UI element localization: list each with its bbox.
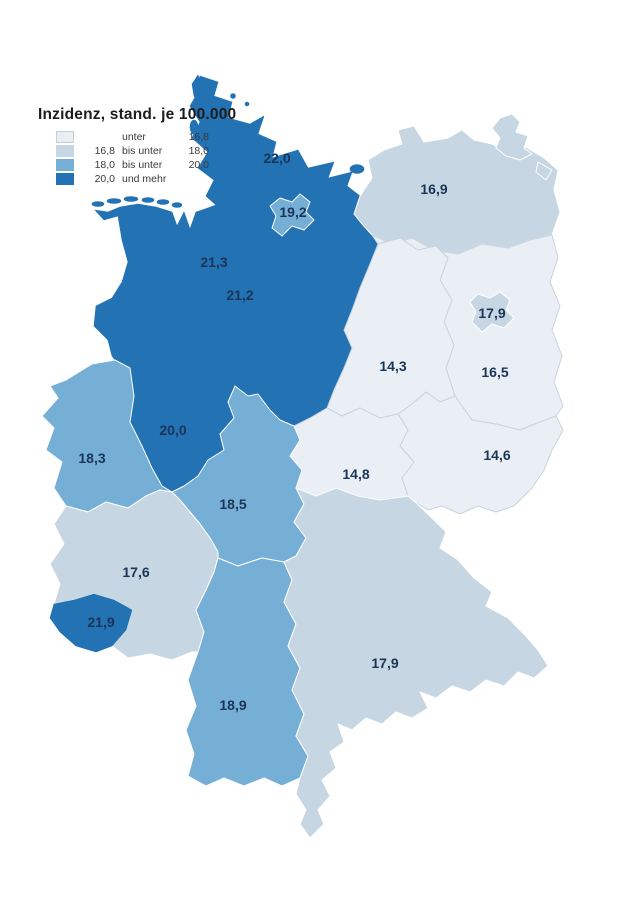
legend-swatch-under bbox=[56, 131, 74, 143]
legend-row-class-1: unter 16,8 bbox=[56, 131, 209, 143]
island-usedom bbox=[535, 161, 553, 181]
legend-title: Inzidenz, stand. je 100.000 bbox=[38, 106, 237, 123]
island-fehmarn bbox=[349, 164, 365, 174]
island-norderney bbox=[123, 196, 139, 202]
legend-text: unter bbox=[122, 131, 146, 143]
island-langeoog bbox=[141, 197, 155, 203]
region-mecklenburg-vorpommern bbox=[353, 125, 561, 255]
region-berlin bbox=[469, 291, 515, 333]
legend-swatch-20-0 bbox=[56, 173, 74, 185]
island-wangerooge bbox=[171, 202, 183, 208]
legend-text: und mehr bbox=[122, 173, 167, 185]
region-saarland bbox=[49, 593, 133, 653]
legend-row-class-3: 18,0 bis unter 20,0 bbox=[56, 159, 209, 171]
island-speck-2 bbox=[244, 101, 250, 107]
legend-num: 16,8 bbox=[94, 145, 115, 157]
island-juist bbox=[106, 198, 122, 204]
region-hamburg bbox=[269, 193, 315, 237]
island-spiekeroog bbox=[156, 199, 170, 205]
value-label-nordrhein: 18,3 bbox=[78, 450, 105, 466]
value-label-niedersachsen: 21,2 bbox=[226, 287, 253, 303]
value-label-sachsen-anhalt: 14,3 bbox=[379, 358, 406, 374]
island-speck-1 bbox=[230, 93, 236, 99]
value-label-bayern: 17,9 bbox=[371, 655, 398, 671]
island-foehr bbox=[196, 103, 206, 117]
value-label-brandenburg: 16,5 bbox=[481, 364, 508, 380]
legend-num: 20,0 bbox=[188, 159, 209, 171]
region-value-labels: 22,0 19,2 16,9 21,3 21,2 17,9 16,5 14,3 14,6 14,8… bbox=[78, 150, 510, 713]
value-label-schleswig-holstein: 22,0 bbox=[263, 150, 290, 166]
value-label-rheinland-pfalz: 17,6 bbox=[122, 564, 149, 580]
legend-num: 18,0 bbox=[188, 145, 209, 157]
region-thueringen bbox=[289, 407, 415, 501]
legend-text: bis unter bbox=[122, 145, 163, 157]
legend-text: bis unter bbox=[122, 159, 163, 171]
value-label-mecklenburg-vorpommern: 16,9 bbox=[420, 181, 447, 197]
region-bremen bbox=[217, 243, 237, 261]
legend-swatch-18-0 bbox=[56, 159, 74, 171]
legend-row-class-2: 16,8 bis unter 18,0 bbox=[56, 145, 209, 157]
value-label-berlin: 17,9 bbox=[478, 305, 505, 321]
value-label-hamburg: 19,2 bbox=[279, 204, 306, 220]
legend-row-class-4: 20,0 und mehr bbox=[56, 173, 208, 185]
island-borkum bbox=[91, 201, 105, 207]
value-label-baden-wuerttemberg: 18,9 bbox=[219, 697, 246, 713]
region-bayern bbox=[283, 487, 549, 839]
value-label-saarland: 21,9 bbox=[87, 614, 114, 630]
legend-num: 16,8 bbox=[188, 131, 209, 143]
island-ruegen bbox=[491, 113, 533, 161]
island-nordstrand bbox=[200, 139, 214, 149]
value-label-westfalen-lippe: 20,0 bbox=[159, 422, 186, 438]
legend: Inzidenz, stand. je 100.000 unter 16,8 1… bbox=[38, 106, 237, 187]
value-label-thueringen: 14,8 bbox=[342, 466, 369, 482]
value-label-bremen: 21,3 bbox=[200, 254, 227, 270]
island-pellworm bbox=[189, 119, 199, 135]
legend-swatch-16-8 bbox=[56, 145, 74, 157]
legend-num: 18,0 bbox=[94, 159, 115, 171]
legend-num: 20,0 bbox=[94, 173, 115, 185]
value-label-sachsen: 14,6 bbox=[483, 447, 510, 463]
island-sylt bbox=[191, 74, 204, 106]
value-label-hessen: 18,5 bbox=[219, 496, 246, 512]
